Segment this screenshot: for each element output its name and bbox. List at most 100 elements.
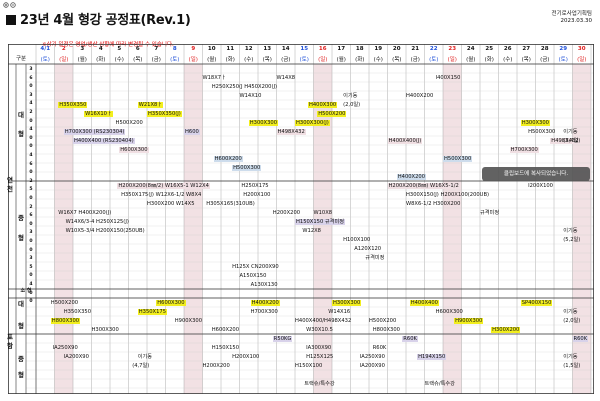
schedule-item: W8X6-1/2 H300X200 bbox=[406, 200, 461, 207]
label-hyeong-2: 형 bbox=[18, 234, 24, 242]
weekend-shade bbox=[184, 64, 203, 394]
schedule-item: H400X200 bbox=[406, 92, 434, 99]
schedule-item: H500X200 bbox=[115, 119, 143, 126]
department-info: 전기로사업기획팀 2023.03.30 bbox=[552, 11, 592, 25]
day-number: 2 bbox=[61, 46, 66, 52]
schedule-item: H150X100 bbox=[295, 362, 323, 369]
zoom-controls[interactable] bbox=[3, 2, 17, 8]
schedule-item: H400X200 bbox=[396, 173, 427, 180]
mill-digit: 0 bbox=[29, 170, 33, 176]
schedule-item: H500X200 bbox=[369, 317, 397, 324]
day-number: 21 bbox=[411, 46, 420, 52]
schedule-item: W14X6/3-4 H250X125(J) bbox=[65, 218, 129, 225]
schedule-item: H400X400/H498X432 bbox=[295, 317, 352, 324]
day-weekday: (수) bbox=[114, 57, 124, 63]
schedule-item: H500X200 bbox=[50, 299, 79, 306]
day-weekday: (금) bbox=[151, 57, 161, 63]
day-number: 24 bbox=[466, 46, 475, 52]
weekend-shade bbox=[443, 64, 462, 394]
day-weekday: (토) bbox=[299, 57, 309, 63]
schedule-item: H200X200 bbox=[272, 209, 301, 216]
schedule-item: H300X150(J) H200X100(200UB) bbox=[406, 191, 490, 198]
schedule-item: 트랙슈/특수강 bbox=[304, 380, 335, 387]
label-dae: 대 bbox=[18, 111, 24, 119]
schedule-item: W16X10ㅏ bbox=[84, 110, 113, 117]
schedule-item: H600X200 bbox=[213, 155, 243, 162]
mill-digit: 4 bbox=[29, 153, 33, 158]
mill-digit: 0 bbox=[29, 221, 33, 227]
schedule-item: 이기동 bbox=[563, 227, 578, 234]
day-number: 5 bbox=[117, 46, 122, 52]
mill-digit: 2 bbox=[29, 178, 33, 184]
label-jung: 중 bbox=[18, 214, 24, 222]
schedule-item: H300X300 bbox=[91, 326, 119, 333]
label-yeon: 연 bbox=[7, 176, 13, 184]
weekend-shade bbox=[54, 64, 73, 394]
schedule-item: H300X200 bbox=[491, 326, 521, 333]
schedule-item: (1,5일) bbox=[563, 362, 581, 369]
category-header: 구분 bbox=[15, 56, 27, 62]
day-weekday: (토) bbox=[170, 57, 180, 63]
day-number: 4 bbox=[98, 46, 103, 52]
page-title: 23년 4월 형강 공정표(Rev.1) bbox=[6, 9, 191, 28]
schedule-item: H300X300 bbox=[248, 119, 279, 126]
day-weekday: (월) bbox=[466, 57, 476, 63]
schedule-item: 규격미정 bbox=[480, 209, 500, 216]
schedule-item: A120X120 bbox=[354, 245, 382, 252]
day-number: 28 bbox=[540, 46, 549, 52]
schedule-item: H250X250(J H450X200(J) bbox=[211, 83, 278, 90]
schedule-item: H194X150 bbox=[417, 353, 447, 360]
day-weekday: (월) bbox=[207, 57, 217, 63]
mill-digit: 0 bbox=[29, 239, 33, 244]
schedule-item: H350X350 bbox=[58, 101, 88, 108]
label-cheon: 천 bbox=[7, 185, 13, 193]
day-weekday: (목) bbox=[521, 57, 531, 63]
day-weekday: (화) bbox=[355, 57, 365, 63]
schedule-item: H600X200 bbox=[211, 326, 240, 333]
schedule-item: IA200X90 bbox=[359, 362, 385, 369]
label-hyeong-4: 형 bbox=[18, 371, 24, 379]
day-weekday: (수) bbox=[503, 57, 513, 63]
schedule-item: I400X150 bbox=[435, 74, 461, 81]
mill-digit: 0 bbox=[29, 273, 33, 279]
mill-digit: 0 bbox=[29, 84, 33, 90]
schedule-item: IA200X90 bbox=[63, 353, 89, 360]
schedule-item: H305X165(310UB) bbox=[206, 200, 255, 207]
label-dae-2: 대 bbox=[18, 300, 24, 308]
day-number: 13 bbox=[263, 46, 272, 52]
schedule-item: W18X7ㅏ bbox=[202, 74, 226, 81]
mill-digit: 6 bbox=[29, 213, 33, 219]
day-weekday: (수) bbox=[244, 57, 254, 63]
schedule-item: H300X200 W14X5 bbox=[147, 200, 195, 207]
schedule-item: R60K bbox=[372, 344, 387, 351]
day-weekday: (금) bbox=[281, 57, 291, 63]
label-hang: 항 bbox=[7, 342, 13, 350]
schedule-item: H498X432 bbox=[550, 137, 580, 144]
mill-digit: 2 bbox=[29, 110, 33, 115]
schedule-item: W10X8 bbox=[313, 209, 333, 216]
square-bullet-icon bbox=[6, 15, 16, 25]
clipboard-toast: 클립보드에 복사되었습니다. bbox=[482, 167, 590, 181]
day-weekday: (화) bbox=[225, 57, 235, 63]
schedule-item: I200X100 bbox=[528, 182, 553, 189]
schedule-item: H350X350 bbox=[63, 308, 92, 315]
mill-digit: 5 bbox=[29, 187, 33, 193]
schedule-item: H900X300 bbox=[174, 317, 203, 324]
schedule-item: H300X300 bbox=[332, 299, 362, 306]
mill-digit: 4 bbox=[29, 282, 33, 287]
mill-digit: 0 bbox=[29, 118, 33, 124]
schedule-item: (2,0일) bbox=[343, 101, 361, 108]
mill-digit: 4 bbox=[29, 127, 33, 133]
day-number: 30 bbox=[577, 46, 586, 52]
schedule-item: H400X400(J) bbox=[387, 137, 423, 144]
day-weekday: (일) bbox=[318, 57, 328, 63]
mill-digit: 0 bbox=[29, 290, 33, 296]
day-weekday: (일) bbox=[447, 57, 457, 63]
schedule-item: H700X300 (RS230304) bbox=[63, 128, 126, 135]
mill-digit: 0 bbox=[29, 299, 33, 305]
label-po: 포 bbox=[7, 333, 13, 341]
grid-border bbox=[8, 44, 594, 394]
schedule-item: 트랙슈/특수강 bbox=[424, 380, 455, 387]
schedule-note: ※상기 일정은 영업/생산 상황에 따라 변경될 수 있습니다. bbox=[42, 42, 174, 48]
label-so-hyeong: 소 형 bbox=[17, 287, 35, 295]
